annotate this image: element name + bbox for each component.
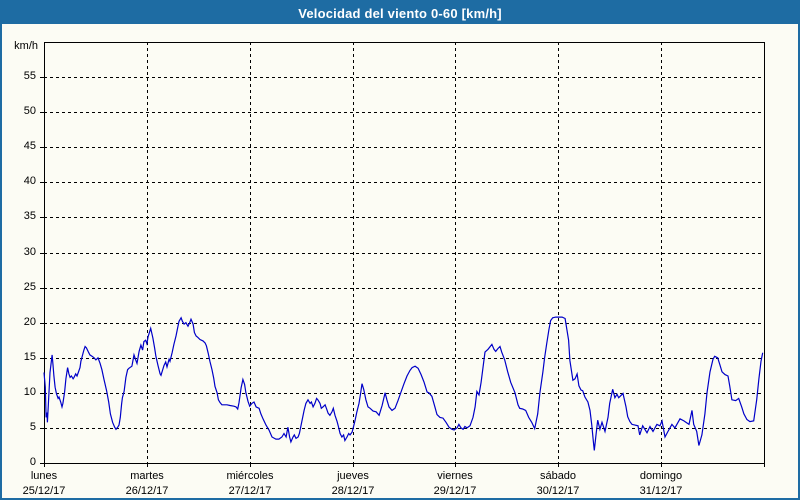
- x-tick-date-25-12-17: 25/12/17: [22, 485, 66, 497]
- x-tick-day-domingo: domingo: [639, 470, 683, 482]
- y-tick-label-20: 20: [23, 316, 36, 328]
- y-tick-label-40: 40: [23, 175, 36, 187]
- y-tick-label-35: 35: [23, 210, 36, 222]
- x-tick-date-29-12-17: 29/12/17: [433, 485, 477, 497]
- x-tick-date-26-12-17: 26/12/17: [125, 485, 169, 497]
- y-tick-label-25: 25: [23, 281, 36, 293]
- x-tick-day-jueves: jueves: [337, 470, 369, 482]
- chart-title: Velocidad del viento 0-60 [km/h]: [298, 5, 502, 21]
- x-tick-day-viernes: viernes: [437, 470, 473, 482]
- x-tick-day-lunes: lunes: [30, 470, 58, 482]
- y-tick-label-30: 30: [23, 246, 36, 258]
- x-tick-date-28-12-17: 28/12/17: [331, 485, 375, 497]
- y-tick-label-10: 10: [23, 386, 36, 398]
- y-tick-label-55: 55: [23, 70, 36, 82]
- y-tick-label-50: 50: [23, 105, 36, 117]
- x-tick-date-27-12-17: 27/12/17: [228, 485, 272, 497]
- x-tick-day-miércoles: miércoles: [226, 470, 274, 482]
- y-tick-label-5: 5: [29, 421, 36, 433]
- x-tick-date-31-12-17: 31/12/17: [639, 485, 683, 497]
- x-tick-day-sábado: sábado: [539, 470, 577, 482]
- x-tick-date-30-12-17: 30/12/17: [536, 485, 580, 497]
- plot-border: [44, 42, 765, 464]
- y-axis-unit-label: km/h: [14, 40, 38, 52]
- y-tick-label-45: 45: [23, 140, 36, 152]
- y-tick-label-0: 0: [29, 456, 36, 468]
- series-velocidad-del-viento: [43, 316, 764, 451]
- y-tick-label-15: 15: [23, 351, 36, 363]
- x-tick-day-martes: martes: [130, 470, 164, 482]
- chart-title-bar: Velocidad del viento 0-60 [km/h]: [2, 2, 798, 24]
